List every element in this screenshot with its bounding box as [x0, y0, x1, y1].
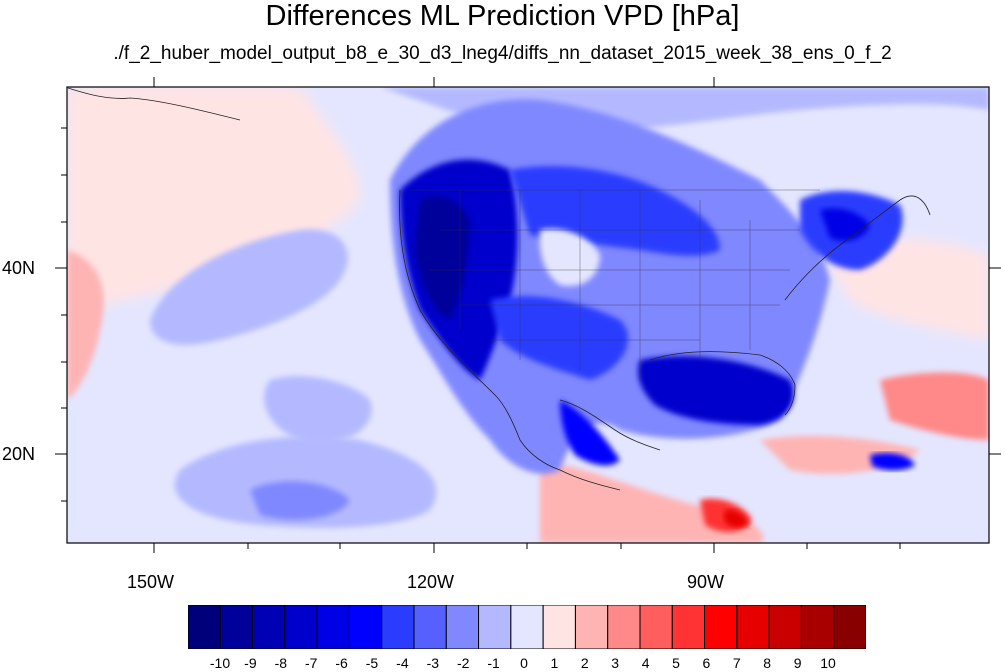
southwest-blue	[490, 296, 629, 380]
colorbar-swatch	[284, 605, 318, 649]
colorbar-swatch	[348, 605, 383, 649]
pacific-blue-patch-4	[250, 481, 350, 520]
colorbar-tick-label: 6	[702, 655, 711, 671]
colorbar-swatch	[639, 605, 673, 649]
x-tick-label: 90W	[687, 572, 725, 592]
east-coast-line	[784, 195, 931, 301]
y-tick-label: 20N	[2, 444, 36, 464]
colorbar-swatch	[510, 605, 544, 649]
colorbar-tick-label: 4	[641, 655, 650, 671]
map-subtitle: ./f_2_huber_model_output_b8_e_30_d3_lneg…	[113, 43, 892, 64]
baja-line	[559, 399, 661, 451]
colorbar-tick-label: -10	[209, 655, 231, 671]
colorbar-swatch	[768, 605, 802, 649]
pacific-blue-patch-3	[174, 436, 437, 528]
great-basin-darkest	[415, 196, 470, 320]
colorbar-tick-label: -9	[244, 655, 257, 671]
colorbar-tick-label: 10	[820, 655, 836, 671]
pacific-pink-strong-field	[67, 250, 104, 400]
state-boundaries	[410, 189, 820, 380]
colorbar	[188, 605, 866, 649]
colorbar-tick-label: 8	[763, 655, 772, 671]
rockies-light-patch	[539, 228, 600, 286]
colorbar-tick-label: -5	[365, 655, 379, 671]
alaska-coast-line	[67, 87, 241, 121]
colorbar-swatch	[478, 605, 512, 649]
colorbar-tick-label: 1	[550, 655, 559, 671]
colorbar-swatch	[188, 605, 221, 649]
pacific-blue-patch-1	[150, 229, 348, 345]
map-title: Differences ML Prediction VPD [hPa]	[265, 0, 740, 32]
colorbar-swatch	[574, 605, 609, 649]
colorbar-swatch	[800, 605, 835, 649]
pacific-pink-field	[67, 87, 360, 320]
colorbar-tick-label: 3	[611, 655, 620, 671]
colorbar-swatch	[736, 605, 770, 649]
colorbar-swatch	[252, 605, 286, 649]
field-layer	[67, 87, 989, 543]
west-coast-line	[399, 189, 621, 491]
colorbar-tick-label: -6	[335, 655, 348, 671]
axis-ticks	[55, 77, 1001, 553]
colorbar-swatch	[219, 605, 254, 649]
colorbar-swatch	[381, 605, 415, 649]
colorbar-swatch	[833, 605, 866, 649]
colorbar-swatch	[542, 605, 576, 649]
colorbar-tick-label: 0	[520, 655, 528, 671]
colorbar-tick-label: -8	[274, 655, 288, 671]
atlantic-pink	[880, 372, 989, 440]
colorbar-tick-label: -3	[426, 655, 440, 671]
gulf-coast-line	[649, 351, 796, 416]
mexico-west-coast-blue	[560, 400, 620, 466]
colorbar-swatch	[413, 605, 447, 649]
y-tick-label: 40N	[2, 258, 36, 278]
colorbar-tick-label: 2	[580, 655, 589, 671]
pacific-blue-patch-2	[264, 376, 372, 443]
colorbar-swatch	[704, 605, 738, 649]
gulf-of-mexico-deep-blue	[638, 356, 794, 425]
colorbar-tick-label: 7	[732, 655, 741, 671]
x-tick-label: 120W	[407, 572, 455, 592]
colorbar-swatch	[445, 605, 480, 649]
colorbar-swatch	[671, 605, 706, 649]
caribbean-blue-spot	[870, 453, 915, 471]
colorbar-tick-label: 5	[672, 655, 680, 671]
colorbar-swatch	[316, 605, 350, 649]
colorbar-tick-label: 9	[793, 655, 802, 671]
coastline-outlines	[67, 87, 931, 491]
colorbar-tick-label: -4	[396, 655, 409, 671]
colorbar-swatch	[607, 605, 641, 649]
x-tick-label: 150W	[127, 572, 175, 592]
colorbar-tick-label: -1	[487, 655, 500, 671]
great-lakes-deep-blue	[820, 208, 870, 242]
central-america-darkred	[724, 509, 748, 528]
colorbar-tick-label: -2	[456, 655, 470, 671]
colorbar-tick-label: -7	[304, 655, 318, 671]
